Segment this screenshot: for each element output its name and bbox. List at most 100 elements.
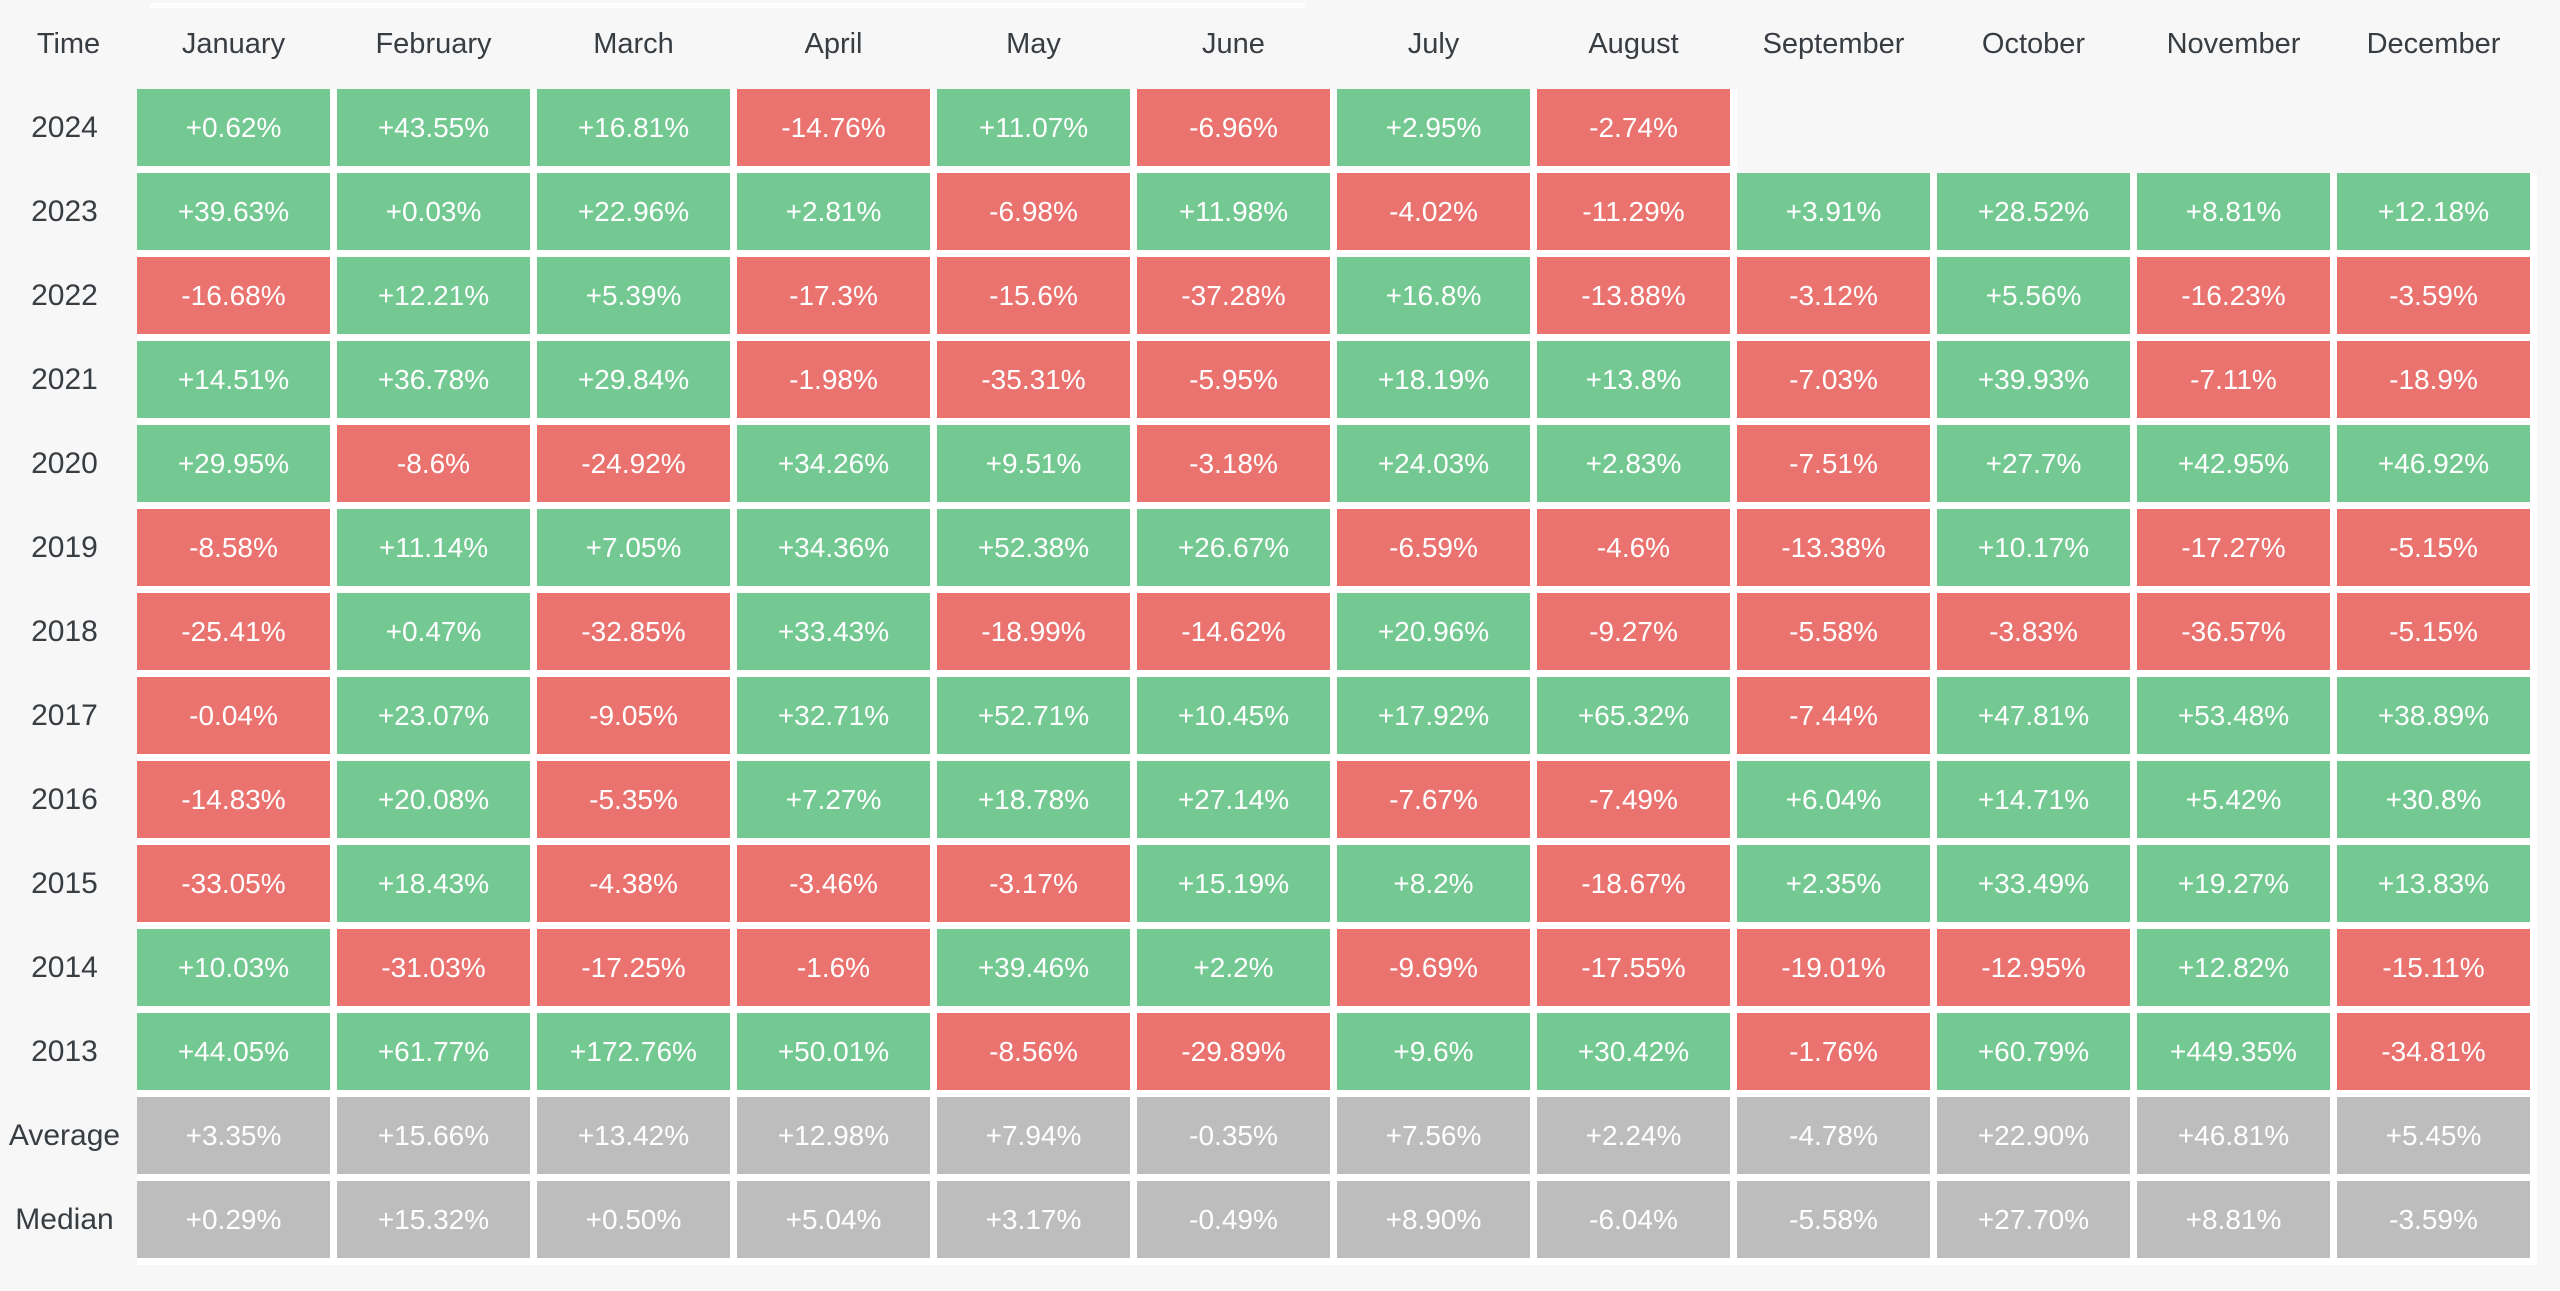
return-cell-2021-may: -35.31% [937,341,1137,425]
return-cell-2016-january: -14.83% [137,761,337,845]
table-row-2015: 2015 -33.05% +18.43% -4.38% -3.46% -3.17% +15.… [0,845,2560,929]
return-cell-2016-march: -5.35% [537,761,737,845]
return-cell-2015-september: +2.35% [1737,845,1937,929]
column-header-june: June [1202,28,1265,60]
return-cell-average-september: -4.78% [1737,1097,1937,1181]
row-label-2024: 2024 [31,110,98,144]
return-cell-2016-february: +20.08% [337,761,537,845]
return-cell-2016-april: +7.27% [737,761,937,845]
return-cell-2015-july: +8.2% [1337,845,1537,929]
table-row-median: Median +0.29% +15.32% +0.50% +5.04% +3.17% -0.… [0,1181,2560,1265]
return-cell-2020-october: +27.7% [1937,425,2137,509]
return-cell-2014-april: -1.6% [737,929,937,1013]
return-cell-2017-september: -7.44% [1737,677,1937,761]
return-cell-2013-december: -34.81% [2337,1013,2537,1097]
return-cell-2022-march: +5.39% [537,257,737,341]
return-cell-2019-november: -17.27% [2137,509,2337,593]
return-cell-2013-july: +9.6% [1337,1013,1537,1097]
return-cell-2023-june: +11.98% [1137,173,1337,257]
return-cell-2023-february: +0.03% [337,173,537,257]
return-cell-median-october: +27.70% [1937,1181,2137,1265]
return-cell-2021-june: -5.95% [1137,341,1337,425]
return-cell-2023-december: +12.18% [2337,173,2537,257]
column-header-april: April [804,28,863,60]
return-cell-2022-may: -15.6% [937,257,1137,341]
table-header-row: Time January February March April May June Jul… [0,0,2560,89]
empty-cell-2024-september [1737,89,1937,173]
return-cell-2021-march: +29.84% [537,341,737,425]
return-cell-2021-january: +14.51% [137,341,337,425]
table-row-average: Average +3.35% +15.66% +13.42% +12.98% +7.94%… [0,1097,2560,1181]
column-header-january: January [181,28,286,60]
return-cell-2020-april: +34.26% [737,425,937,509]
return-cell-2021-april: -1.98% [737,341,937,425]
column-header-may: May [1006,28,1061,60]
return-cell-2023-april: +2.81% [737,173,937,257]
return-cell-2021-july: +18.19% [1337,341,1537,425]
return-cell-average-july: +7.56% [1337,1097,1537,1181]
table-row-2019: 2019 -8.58% +11.14% +7.05% +34.36% +52.38% +26… [0,509,2560,593]
return-cell-2019-february: +11.14% [337,509,537,593]
return-cell-2014-june: +2.2% [1137,929,1337,1013]
table-row-2022: 2022 -16.68% +12.21% +5.39% -17.3% -15.6% -37.… [0,257,2560,341]
return-cell-average-may: +7.94% [937,1097,1137,1181]
return-cell-median-december: -3.59% [2337,1181,2537,1265]
return-cell-2021-february: +36.78% [337,341,537,425]
return-cell-2014-november: +12.82% [2137,929,2337,1013]
return-cell-2024-july: +2.95% [1337,89,1537,173]
row-label-2015: 2015 [31,866,98,900]
return-cell-2018-february: +0.47% [337,593,537,677]
return-cell-2017-august: +65.32% [1537,677,1737,761]
return-cell-2021-september: -7.03% [1737,341,1937,425]
return-cell-2017-february: +23.07% [337,677,537,761]
return-cell-2022-november: -16.23% [2137,257,2337,341]
return-cell-median-march: +0.50% [537,1181,737,1265]
return-cell-2020-november: +42.95% [2137,425,2337,509]
return-cell-2018-march: -32.85% [537,593,737,677]
return-cell-2021-october: +39.93% [1937,341,2137,425]
return-cell-average-february: +15.66% [337,1097,537,1181]
return-cell-2013-june: -29.89% [1137,1013,1337,1097]
return-cell-2019-april: +34.36% [737,509,937,593]
return-cell-2019-may: +52.38% [937,509,1137,593]
return-cell-median-november: +8.81% [2137,1181,2337,1265]
return-cell-2013-november: +449.35% [2137,1013,2337,1097]
column-header-july: July [1407,28,1460,60]
return-cell-2024-march: +16.81% [537,89,737,173]
table-body: 2024 +0.62% +43.55% +16.81% -14.76% +11.07% -6… [0,89,2560,1265]
return-cell-2020-may: +9.51% [937,425,1137,509]
return-cell-2015-may: -3.17% [937,845,1137,929]
return-cell-2016-june: +27.14% [1137,761,1337,845]
table-row-2020: 2020 +29.95% -8.6% -24.92% +34.26% +9.51% -3.1… [0,425,2560,509]
return-cell-2019-december: -5.15% [2337,509,2537,593]
return-cell-2016-may: +18.78% [937,761,1137,845]
return-cell-2019-january: -8.58% [137,509,337,593]
return-cell-2022-july: +16.8% [1337,257,1537,341]
row-label-2017: 2017 [31,698,98,732]
return-cell-2016-september: +6.04% [1737,761,1937,845]
return-cell-2013-october: +60.79% [1937,1013,2137,1097]
return-cell-2018-june: -14.62% [1137,593,1337,677]
return-cell-2013-may: -8.56% [937,1013,1137,1097]
return-cell-2013-january: +44.05% [137,1013,337,1097]
return-cell-2014-march: -17.25% [537,929,737,1013]
row-label-2020: 2020 [31,446,98,480]
return-cell-2018-august: -9.27% [1537,593,1737,677]
return-cell-2014-september: -19.01% [1737,929,1937,1013]
table-row-2013: 2013 +44.05% +61.77% +172.76% +50.01% -8.56% -… [0,1013,2560,1097]
return-cell-2015-january: -33.05% [137,845,337,929]
return-cell-2018-january: -25.41% [137,593,337,677]
return-cell-2023-january: +39.63% [137,173,337,257]
return-cell-2022-august: -13.88% [1537,257,1737,341]
return-cell-2024-june: -6.96% [1137,89,1337,173]
return-cell-2017-june: +10.45% [1137,677,1337,761]
row-label-2021: 2021 [31,362,98,396]
return-cell-2023-august: -11.29% [1537,173,1737,257]
return-cell-2020-march: -24.92% [537,425,737,509]
return-cell-2022-september: -3.12% [1737,257,1937,341]
row-label-2022: 2022 [31,278,98,312]
return-cell-2022-october: +5.56% [1937,257,2137,341]
empty-cell-2024-december [2337,89,2537,173]
return-cell-2017-october: +47.81% [1937,677,2137,761]
return-cell-2013-september: -1.76% [1737,1013,1937,1097]
